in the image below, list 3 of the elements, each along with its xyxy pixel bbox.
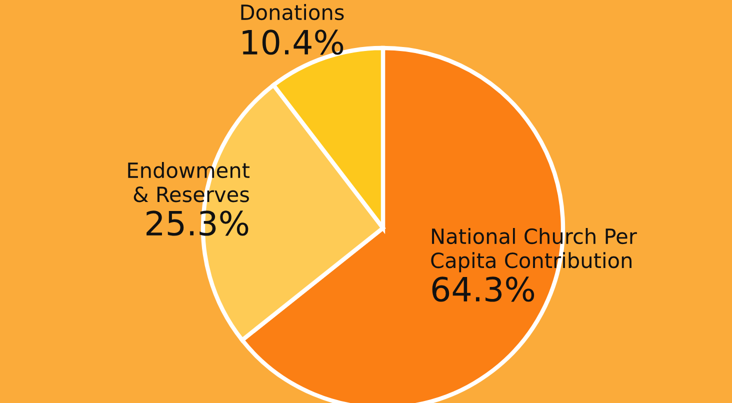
slice-label: Donations [241, 4, 344, 20]
data-label: 10.4% [242, 30, 344, 55]
data-label: 64.3% [432, 276, 534, 302]
